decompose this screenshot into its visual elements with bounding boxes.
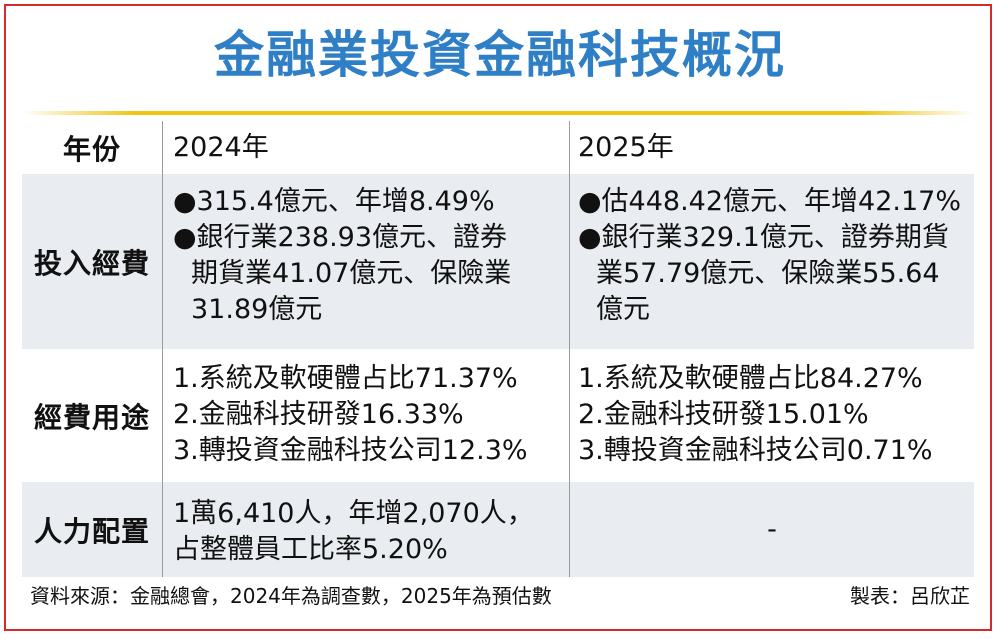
usage-2025-item: 3.轉投資金融科技公司0.71% bbox=[578, 435, 933, 466]
footer: 資料來源：金融總會，2024年為調查數，2025年為預估數 製表：呂欣芷 bbox=[30, 580, 970, 609]
source-note: 資料來源：金融總會，2024年為調查數，2025年為預估數 bbox=[30, 584, 552, 608]
table-row-staffing: 人力配置 1萬6,410人，年增2,070人， 占整體員工比率5.20% - bbox=[22, 482, 974, 577]
investment-2024-breakdown-line2: 期貨業41.07億元、保險業 bbox=[191, 258, 512, 289]
investment-2024: ●315.4億元、年增8.49% ●銀行業238.93億元、證券 期貨業41.0… bbox=[162, 174, 569, 349]
usage-2024-item: 2.金融科技研發16.33% bbox=[173, 399, 464, 430]
staffing-2024-line2: 占整體員工比率5.20% bbox=[173, 534, 448, 565]
staffing-2025: - bbox=[569, 482, 974, 577]
usage-2024: 1.系統及軟硬體占比71.37% 2.金融科技研發16.33% 3.轉投資金融科… bbox=[162, 349, 569, 482]
investment-2025-breakdown-line3: 億元 bbox=[596, 294, 650, 325]
investment-2025-breakdown-line1: ●銀行業329.1億元、證券期貨 bbox=[578, 222, 949, 253]
credit-note: 製表：呂欣芷 bbox=[850, 584, 970, 608]
investment-2025-breakdown-line2: 業57.79億元、保險業55.64 bbox=[596, 258, 940, 289]
staffing-2024-line1: 1萬6,410人，年增2,070人， bbox=[173, 498, 534, 529]
usage-2025: 1.系統及軟硬體占比84.27% 2.金融科技研發15.01% 3.轉投資金融科… bbox=[569, 349, 974, 482]
usage-2025-item: 1.系統及軟硬體占比84.27% bbox=[578, 363, 923, 394]
table-row-usage: 經費用途 1.系統及軟硬體占比71.37% 2.金融科技研發16.33% 3.轉… bbox=[22, 349, 974, 482]
column-header-2024: 2024年 bbox=[162, 121, 569, 174]
investment-2024-breakdown-line1: ●銀行業238.93億元、證券 bbox=[173, 222, 508, 253]
column-header-2025: 2025年 bbox=[569, 121, 974, 174]
table-header-row: 年份 2024年 2025年 bbox=[22, 121, 974, 174]
investment-2024-total: ●315.4億元、年增8.49% bbox=[173, 186, 495, 217]
staffing-2024: 1萬6,410人，年增2,070人， 占整體員工比率5.20% bbox=[162, 482, 569, 577]
summary-table: 年份 2024年 2025年 投入經費 ●315.4億元、年增8.49% ●銀行… bbox=[22, 121, 974, 577]
page-title: 金融業投資金融科技概況 bbox=[214, 26, 786, 84]
row-label-investment: 投入經費 bbox=[33, 246, 150, 280]
title-divider bbox=[22, 111, 974, 115]
row-label-usage: 經費用途 bbox=[33, 400, 150, 434]
investment-2025-total: ●估448.42億元、年增42.17% bbox=[578, 186, 961, 217]
usage-2025-item: 2.金融科技研發15.01% bbox=[578, 399, 869, 430]
row-label-year: 年份 bbox=[62, 132, 121, 166]
table-row-investment: 投入經費 ●315.4億元、年增8.49% ●銀行業238.93億元、證券 期貨… bbox=[22, 174, 974, 349]
row-label-staffing: 人力配置 bbox=[33, 514, 150, 548]
usage-2024-item: 1.系統及軟硬體占比71.37% bbox=[173, 363, 518, 394]
investment-2025: ●估448.42億元、年增42.17% ●銀行業329.1億元、證券期貨 業57… bbox=[569, 174, 974, 349]
usage-2024-item: 3.轉投資金融科技公司12.3% bbox=[173, 435, 528, 466]
investment-2024-breakdown-line3: 31.89億元 bbox=[191, 294, 323, 325]
